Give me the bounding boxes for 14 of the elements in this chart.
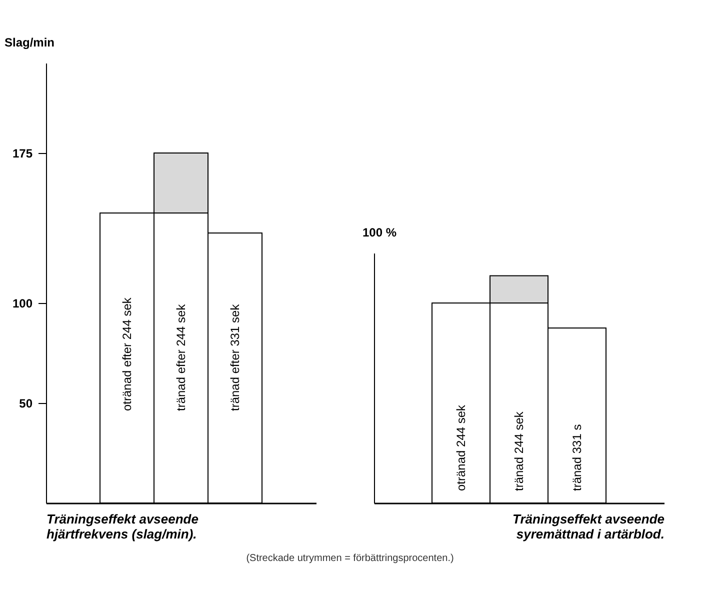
- y-tick-label: 175: [12, 146, 33, 160]
- text: (Streckade utrymmen = förbättringsprocenten.): [245, 553, 455, 564]
- x-tick-label: otränad efter 244 sek: [120, 296, 134, 411]
- x-tick-label: tränad efter 331 sek: [228, 303, 242, 411]
- x-axis-title: Träningseffekt avseende hjärtfrekvens (slag/min).: [46, 512, 198, 542]
- x-tick-label: tränad 244 sek: [512, 410, 526, 491]
- x-tick-label: tränad 331 s: [570, 424, 584, 491]
- y-tick-label: 100: [12, 296, 33, 310]
- y-axis-title: 100 %: [362, 226, 397, 240]
- x-tick-label: otränad 244 sek: [454, 404, 468, 491]
- y-tick-label: 50: [19, 396, 33, 410]
- y-axis-title: Slag/min: [4, 36, 55, 50]
- x-tick-label: tränad efter 244 sek: [174, 303, 188, 411]
- x-axis-title: Träningseffekt avseende syremättnad i artärblod.: [512, 512, 664, 542]
